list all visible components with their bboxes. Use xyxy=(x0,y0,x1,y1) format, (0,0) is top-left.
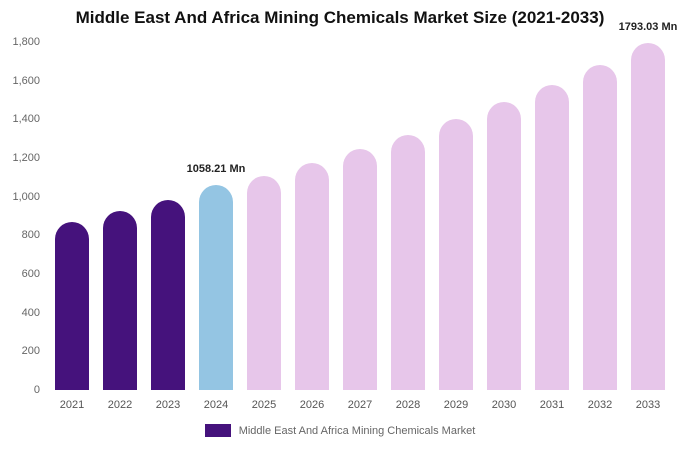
bar-2030[interactable] xyxy=(487,101,521,390)
data-label: 1058.21 Mn xyxy=(186,163,246,176)
bar-2033[interactable] xyxy=(631,43,665,390)
bar-2032[interactable] xyxy=(583,65,617,390)
bar-2024[interactable] xyxy=(199,185,233,390)
x-axis-label: 2033 xyxy=(635,399,661,411)
x-axis-label: 2032 xyxy=(587,399,613,411)
y-tick-label: 600 xyxy=(21,268,40,280)
x-axis-label: 2027 xyxy=(347,399,373,411)
y-tick-label: 400 xyxy=(21,306,40,319)
bar-2027[interactable] xyxy=(343,149,377,390)
chart-title: Middle East And Africa Mining Chemicals … xyxy=(75,8,605,27)
legend-label: Middle East And Africa Mining Chemicals … xyxy=(238,424,476,437)
x-axis-label: 2021 xyxy=(59,399,85,411)
x-axis-label: 2022 xyxy=(107,399,133,411)
x-axis-label: 2026 xyxy=(299,399,325,411)
y-tick-label: 1,400 xyxy=(12,113,40,126)
x-axis-label: 2024 xyxy=(203,399,229,411)
bar-2028[interactable] xyxy=(391,134,425,390)
x-axis-label: 2029 xyxy=(443,399,469,411)
y-tick-label: 0 xyxy=(33,384,40,396)
data-label: 1793.03 Mn xyxy=(618,21,678,34)
y-tick-label: 1,000 xyxy=(12,190,40,203)
bar-2021[interactable] xyxy=(55,221,89,390)
bar-2026[interactable] xyxy=(295,162,329,390)
y-tick-label: 1,800 xyxy=(12,36,40,48)
x-axis-label: 2031 xyxy=(539,399,565,411)
y-tick-label: 200 xyxy=(21,345,40,358)
x-axis-label: 2023 xyxy=(155,399,181,411)
y-tick-label: 800 xyxy=(21,229,40,242)
bar-2031[interactable] xyxy=(535,84,569,390)
legend[interactable]: Middle East And Africa Mining Chemicals … xyxy=(0,424,680,437)
y-tick-label: 1,200 xyxy=(12,152,40,164)
bar-2023[interactable] xyxy=(151,199,185,390)
x-axis-label: 2030 xyxy=(491,399,517,411)
x-axis-label: 2028 xyxy=(395,399,421,411)
bar-2025[interactable] xyxy=(247,176,281,390)
x-axis-label: 2025 xyxy=(251,399,277,411)
bar-2022[interactable] xyxy=(103,211,137,390)
y-tick-label: 1,600 xyxy=(12,74,40,87)
legend-swatch xyxy=(204,424,231,437)
bar-2029[interactable] xyxy=(439,119,473,390)
